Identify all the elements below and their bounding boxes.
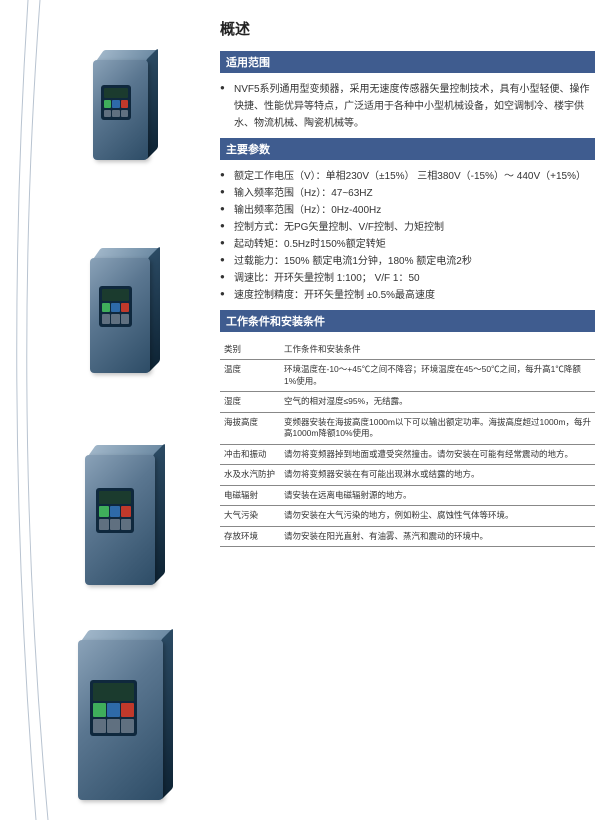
table-cell-value: 请勿安装在阳光直射、有油雾、蒸汽和震动的环境中。 [280, 526, 595, 546]
table-header-row: 类别 工作条件和安装条件 [220, 340, 595, 360]
table-cell-label: 电磁辐射 [220, 485, 280, 505]
table-header-cell: 工作条件和安装条件 [280, 340, 595, 360]
side-curve-decoration [0, 0, 50, 827]
param-item: 速度控制精度：开环矢量控制 ±0.5%最高速度 [220, 287, 595, 304]
table-cell-value: 请勿安装在大气污染的地方，例如粉尘、腐蚀性气体等环境。 [280, 506, 595, 526]
product-image-2 [60, 230, 180, 400]
param-item: 起动转矩：0.5Hz时150%额定转矩 [220, 236, 595, 253]
table-cell-label: 冲击和振动 [220, 444, 280, 464]
param-item: 控制方式：无PG矢量控制、V/F控制、力矩控制 [220, 219, 595, 236]
section-conditions-title: 工作条件和安装条件 [220, 310, 595, 332]
scope-list: NVF5系列通用型变频器，采用无速度传感器矢量控制技术，具有小型轻便、操作快捷、… [220, 81, 595, 132]
product-image-4 [60, 620, 180, 820]
table-cell-label: 温度 [220, 360, 280, 392]
param-item: 调速比：开环矢量控制 1:100； V/F 1：50 [220, 270, 595, 287]
table-cell-value: 请勿将变频器掉到地面或遭受突然撞击。请勿安装在可能有经常震动的地方。 [280, 444, 595, 464]
table-cell-value: 变频器安装在海拔高度1000m以下可以输出额定功率。海拔高度超过1000m，每升… [280, 412, 595, 444]
table-cell-value: 请勿将变频器安装在有可能出现淋水或结露的地方。 [280, 465, 595, 485]
table-cell-value: 请安装在远离电磁辐射源的地方。 [280, 485, 595, 505]
section-params-title: 主要参数 [220, 138, 595, 160]
table-cell-label: 存放环境 [220, 526, 280, 546]
param-item: 过载能力：150% 额定电流1分钟，180% 额定电流2秒 [220, 253, 595, 270]
section-scope-title: 适用范围 [220, 51, 595, 73]
table-cell-label: 海拔高度 [220, 412, 280, 444]
param-item: 输入频率范围（Hz）：47~63HZ [220, 185, 595, 202]
table-cell-value: 环境温度在-10～+45℃之间不降容；环境温度在45～50℃之间，每升高1℃降额… [280, 360, 595, 392]
table-row: 水及水汽防护 请勿将变频器安装在有可能出现淋水或结露的地方。 [220, 465, 595, 485]
table-cell-label: 湿度 [220, 392, 280, 412]
table-row: 冲击和振动 请勿将变频器掉到地面或遭受突然撞击。请勿安装在可能有经常震动的地方。 [220, 444, 595, 464]
table-header-cell: 类别 [220, 340, 280, 360]
param-item: 额定工作电压（V）：单相230V（±15%） 三相380V（-15%）～ 440… [220, 168, 595, 185]
vfd-model-medium-b [85, 455, 155, 585]
vfd-model-small [93, 60, 148, 160]
table-cell-label: 水及水汽防护 [220, 465, 280, 485]
table-cell-label: 大气污染 [220, 506, 280, 526]
table-row: 电磁辐射 请安装在远离电磁辐射源的地方。 [220, 485, 595, 505]
product-image-1 [60, 30, 180, 190]
table-row: 存放环境 请勿安装在阳光直射、有油雾、蒸汽和震动的环境中。 [220, 526, 595, 546]
product-image-3 [60, 430, 180, 610]
table-row: 海拔高度 变频器安装在海拔高度1000m以下可以输出额定功率。海拔高度超过100… [220, 412, 595, 444]
vfd-model-large [78, 640, 163, 800]
left-column [0, 0, 200, 827]
params-list: 额定工作电压（V）：单相230V（±15%） 三相380V（-15%）～ 440… [220, 168, 595, 304]
param-item: 输出频率范围（Hz）：0Hz-400Hz [220, 202, 595, 219]
table-cell-value: 空气的相对湿度≤95%，无结露。 [280, 392, 595, 412]
vfd-model-medium-a [90, 258, 150, 373]
scope-text: NVF5系列通用型变频器，采用无速度传感器矢量控制技术，具有小型轻便、操作快捷、… [220, 81, 595, 132]
table-row: 大气污染 请勿安装在大气污染的地方，例如粉尘、腐蚀性气体等环境。 [220, 506, 595, 526]
overview-title: 概述 [220, 18, 595, 39]
table-row: 湿度 空气的相对湿度≤95%，无结露。 [220, 392, 595, 412]
main-content: 概述 适用范围 NVF5系列通用型变频器，采用无速度传感器矢量控制技术，具有小型… [220, 18, 595, 547]
table-row: 温度 环境温度在-10～+45℃之间不降容；环境温度在45～50℃之间，每升高1… [220, 360, 595, 392]
conditions-table: 类别 工作条件和安装条件 温度 环境温度在-10～+45℃之间不降容；环境温度在… [220, 340, 595, 547]
